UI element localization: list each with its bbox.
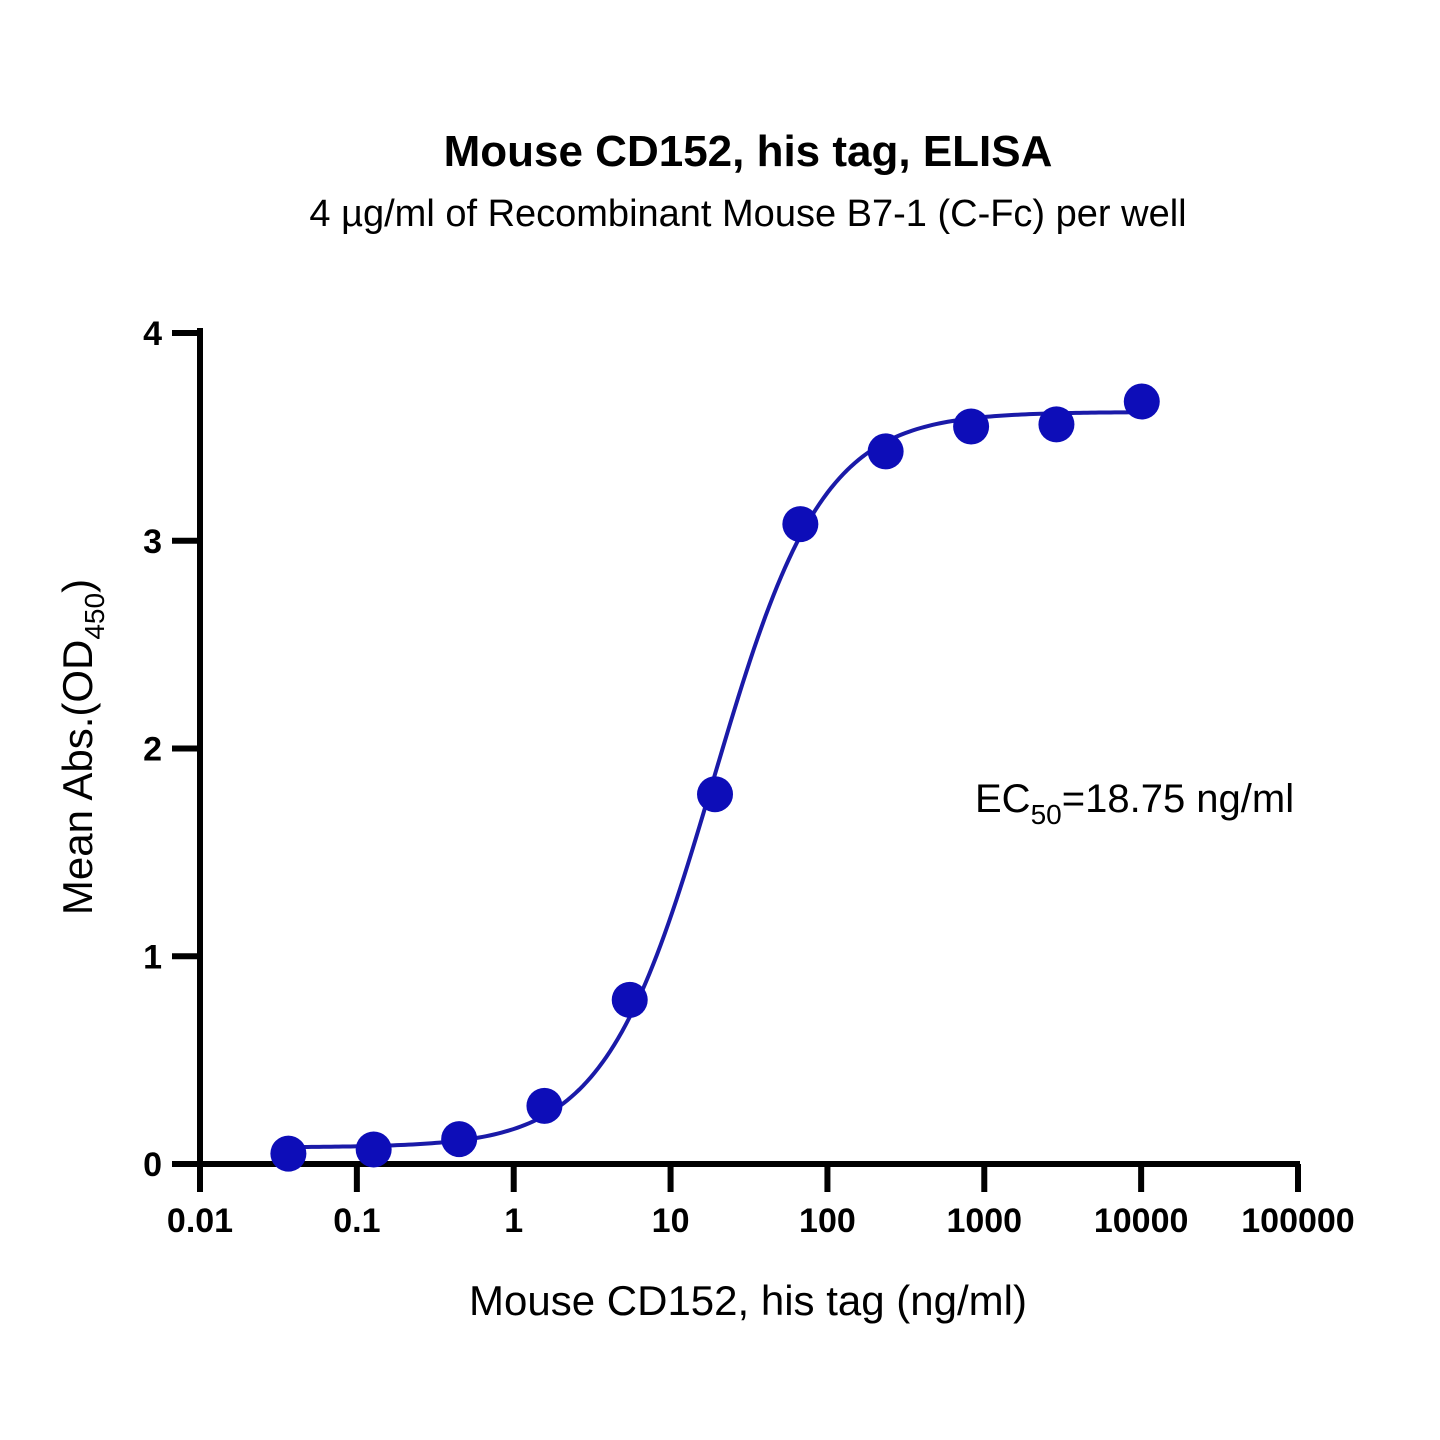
y-axis-label: Mean Abs.(OD450) <box>54 579 110 915</box>
fit-curve <box>288 410 1142 1150</box>
data-points <box>270 383 1160 1172</box>
data-point <box>1123 383 1160 420</box>
x-tick-label: 0.1 <box>333 1202 380 1240</box>
data-point <box>953 408 990 445</box>
y-tick-label: 0 <box>143 1146 162 1184</box>
x-tick-label: 10 <box>652 1202 690 1240</box>
x-axis-ticks: 0.01 0.1 1 10 100 1000 10000 100000 <box>167 1164 1355 1240</box>
x-tick-label: 1000 <box>946 1202 1022 1240</box>
data-point <box>782 506 819 543</box>
data-point <box>697 776 734 813</box>
data-point <box>526 1087 563 1124</box>
y-tick-label: 4 <box>143 315 162 353</box>
chart-title: Mouse CD152, his tag, ELISA <box>444 127 1053 176</box>
data-point <box>441 1121 478 1158</box>
x-axis-label: Mouse CD152, his tag (ng/ml) <box>469 1277 1027 1324</box>
y-tick-label: 3 <box>143 523 162 561</box>
ec50-annotation: EC50=18.75 ng/ml <box>975 777 1294 830</box>
x-tick-label: 10000 <box>1094 1202 1189 1240</box>
x-tick-label: 0.01 <box>167 1202 233 1240</box>
x-tick-label: 100 <box>799 1202 856 1240</box>
x-tick-label: 1 <box>504 1202 523 1240</box>
x-tick-label: 100000 <box>1241 1202 1354 1240</box>
chart-subtitle: 4 µg/ml of Recombinant Mouse B7-1 (C-Fc)… <box>309 193 1186 235</box>
data-point <box>867 433 904 470</box>
y-axis-ticks: 0 1 2 3 4 <box>143 315 200 1184</box>
y-tick-label: 2 <box>143 731 162 769</box>
y-tick-label: 1 <box>143 938 162 976</box>
data-point <box>611 981 648 1018</box>
data-point <box>355 1131 392 1168</box>
data-point <box>270 1135 307 1172</box>
data-point <box>1038 406 1075 443</box>
